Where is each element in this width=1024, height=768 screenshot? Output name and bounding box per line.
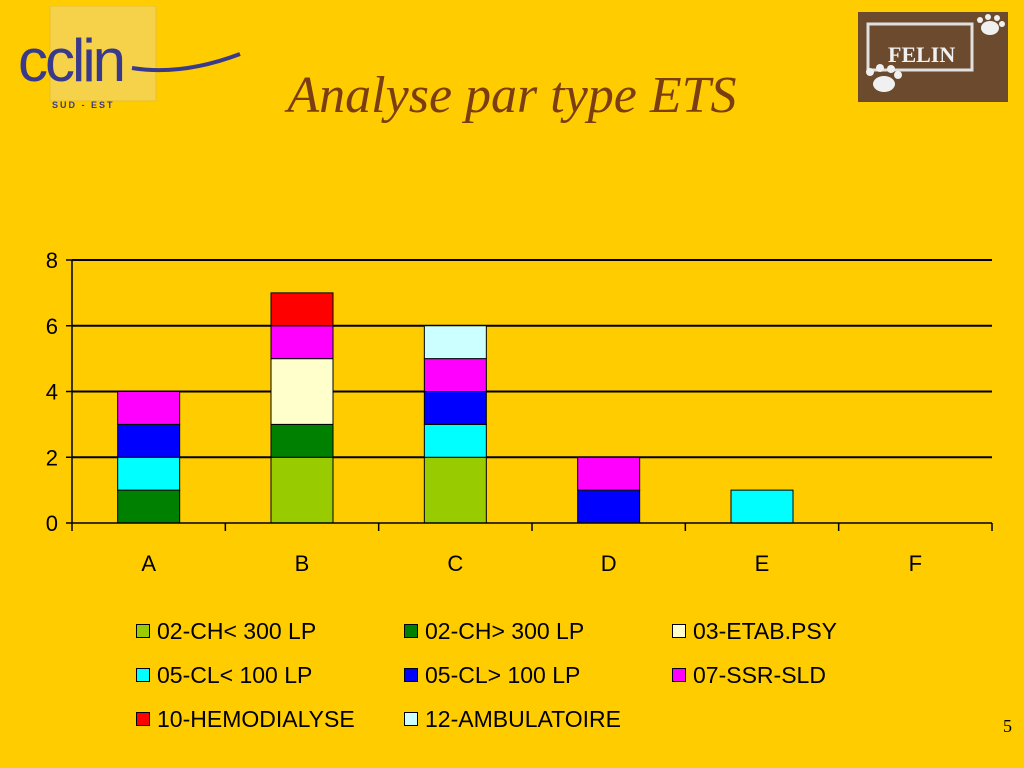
legend-item: 05-CL< 100 LP	[136, 662, 404, 688]
paw-print-icon	[866, 14, 1005, 92]
bar-segment	[423, 391, 487, 425]
chart-legend: 02-CH< 300 LP 02-CH> 300 LP 03-ETAB.PSY 05-…	[136, 618, 896, 732]
x-tick-label: C	[447, 551, 463, 576]
legend-label: 05-CL< 100 LP	[157, 661, 313, 688]
y-tick-label: 4	[46, 380, 58, 405]
legend-swatch	[136, 712, 150, 726]
slide-title: Analyse par type ETS	[287, 67, 737, 124]
cclin-logo: cclin SUD - EST	[18, 6, 241, 110]
bar-segment	[423, 423, 487, 458]
felin-logo-text: FELIN	[888, 42, 955, 67]
bar-segment	[270, 292, 334, 327]
page-number: 5	[1003, 716, 1012, 736]
legend-swatch	[136, 624, 150, 638]
legend-swatch	[672, 624, 686, 638]
cclin-logo-subtext: SUD - EST	[52, 100, 115, 110]
bar-segment	[117, 423, 181, 458]
bar-segment	[270, 358, 334, 425]
legend-item: 03-ETAB.PSY	[672, 618, 896, 644]
bar-segment	[117, 489, 181, 524]
legend-item: 12-AMBULATOIRE	[404, 706, 672, 732]
bar-segment	[423, 358, 487, 392]
y-tick-label: 6	[46, 314, 58, 339]
legend-swatch	[404, 624, 418, 638]
x-tick-label: A	[141, 551, 156, 576]
legend-label: 10-HEMODIALYSE	[157, 705, 355, 732]
legend-item: 07-SSR-SLD	[672, 662, 896, 688]
legend-swatch	[404, 712, 418, 726]
bar-segment	[577, 456, 641, 491]
x-tick-label: E	[755, 551, 770, 576]
y-tick-label: 8	[46, 248, 58, 273]
legend-label: 05-CL> 100 LP	[425, 661, 581, 688]
cclin-logo-text: cclin	[18, 27, 123, 94]
legend-label: 02-CH< 300 LP	[157, 617, 317, 644]
bar-segment	[270, 423, 334, 458]
legend-label: 12-AMBULATOIRE	[425, 705, 621, 732]
legend-swatch	[404, 668, 418, 682]
bar-segment	[730, 489, 794, 524]
legend-item: 02-CH> 300 LP	[404, 618, 672, 644]
bar-segment	[423, 456, 487, 524]
legend-label: 03-ETAB.PSY	[693, 617, 838, 644]
bar-segment	[117, 456, 181, 491]
legend-swatch	[136, 668, 150, 682]
legend-swatch	[672, 668, 686, 682]
bar-segment	[423, 325, 487, 360]
x-tick-label: F	[909, 551, 922, 576]
bar-segment	[117, 391, 181, 425]
bar-segment	[270, 325, 334, 360]
y-tick-label: 2	[46, 445, 58, 470]
x-tick-label: D	[601, 551, 617, 576]
x-tick-label: B	[295, 551, 310, 576]
legend-item: 10-HEMODIALYSE	[136, 706, 404, 732]
bar-segment	[577, 489, 641, 524]
legend-item: 05-CL> 100 LP	[404, 662, 672, 688]
legend-item: 02-CH< 300 LP	[136, 618, 404, 644]
y-tick-label: 0	[46, 511, 58, 536]
felin-logo: FELIN	[858, 12, 1008, 102]
legend-label: 02-CH> 300 LP	[425, 617, 585, 644]
legend-label: 07-SSR-SLD	[693, 661, 826, 688]
bar-segment	[270, 456, 334, 524]
